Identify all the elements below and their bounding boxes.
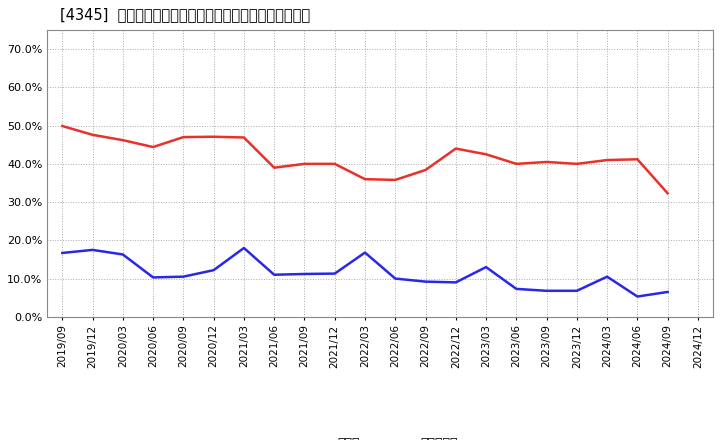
有利子負債 xyxy=(391,276,400,281)
有利子負債 xyxy=(179,274,188,279)
現顔金 xyxy=(391,177,400,183)
現顔金 xyxy=(603,158,611,163)
有利子負債 xyxy=(330,271,339,276)
現顔金 xyxy=(210,134,218,139)
現顔金 xyxy=(119,138,127,143)
Legend: 現顔金, 有利子負債: 現顔金, 有利子負債 xyxy=(297,432,463,440)
有利子負債 xyxy=(149,275,158,280)
現顔金 xyxy=(572,161,581,166)
現顔金 xyxy=(633,157,642,162)
現顔金 xyxy=(451,146,460,151)
現顔金 xyxy=(361,176,369,182)
現顔金 xyxy=(300,161,309,166)
有利子負債 xyxy=(119,252,127,257)
有利子負債 xyxy=(240,246,248,251)
有利子負債 xyxy=(482,264,490,270)
有利子負債 xyxy=(421,279,430,284)
有利子負債 xyxy=(512,286,521,292)
現顔金 xyxy=(58,123,67,128)
現顔金 xyxy=(542,159,551,165)
有利子負債 xyxy=(300,271,309,277)
現顔金 xyxy=(421,167,430,172)
有利子負債 xyxy=(89,247,97,253)
現顔金 xyxy=(149,144,158,150)
Line: 現顔金: 現顔金 xyxy=(63,126,667,193)
現顔金 xyxy=(179,135,188,140)
現顔金 xyxy=(89,132,97,137)
現顔金 xyxy=(512,161,521,166)
有利子負債 xyxy=(210,268,218,273)
有利子負債 xyxy=(361,250,369,255)
現顔金 xyxy=(270,165,279,170)
有利子負債 xyxy=(542,288,551,293)
Text: [4345]  現顔金、有利子負債の総資産に対する比率の推移: [4345] 現顔金、有利子負債の総資産に対する比率の推移 xyxy=(60,7,310,22)
有利子負債 xyxy=(451,280,460,285)
有利子負債 xyxy=(603,274,611,279)
Line: 有利子負債: 有利子負債 xyxy=(63,248,667,297)
有利子負債 xyxy=(663,290,672,295)
有利子負債 xyxy=(633,294,642,299)
有利子負債 xyxy=(58,250,67,256)
現顔金 xyxy=(330,161,339,166)
有利子負債 xyxy=(572,288,581,293)
有利子負債 xyxy=(270,272,279,277)
現顔金 xyxy=(482,152,490,157)
現顔金 xyxy=(663,191,672,196)
現顔金 xyxy=(240,135,248,140)
